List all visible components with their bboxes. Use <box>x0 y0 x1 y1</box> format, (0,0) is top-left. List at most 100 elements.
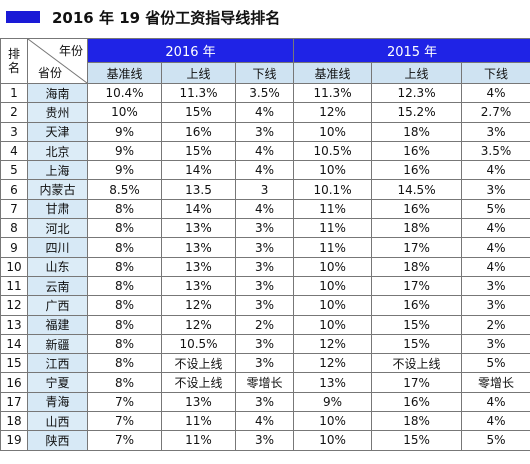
lower-2015-cell: 4% <box>461 256 530 277</box>
rank-cell: 16 <box>0 372 28 393</box>
upper-2015-cell: 15.2% <box>371 102 463 123</box>
province-cell: 山东 <box>27 256 88 277</box>
table-row: 2 贵州 10% 15% 4% 12% 15.2% 2.7% <box>0 102 530 123</box>
table-row: 6 内蒙古 8.5% 13.5 3 10.1% 14.5% 3% <box>0 179 530 200</box>
upper-2015-cell: 17% <box>371 237 463 258</box>
baseline-2016-cell: 8% <box>87 372 162 393</box>
lower-2015-cell: 5% <box>461 353 530 374</box>
baseline-2016-cell: 8% <box>87 275 162 297</box>
lower-2015-cell: 3% <box>461 121 530 142</box>
province-cell: 北京 <box>27 140 88 162</box>
baseline-2016-cell: 8% <box>87 237 162 258</box>
province-cell: 甘肃 <box>27 198 88 220</box>
upper-2015-cell: 15% <box>371 314 463 335</box>
table-row: 16 宁夏 8% 不设上线 零增长 13% 17% 零增长 <box>0 372 530 393</box>
lower-2016-cell: 3% <box>234 256 295 277</box>
upper-2016-cell: 15% <box>161 102 236 123</box>
lower-2015-cell: 2.7% <box>461 102 530 123</box>
rank-cell: 5 <box>0 160 28 181</box>
province-cell: 天津 <box>27 121 88 142</box>
table-row: 8 河北 8% 13% 3% 11% 18% 4% <box>0 218 530 239</box>
table-row: 3 天津 9% 16% 3% 10% 18% 3% <box>0 121 530 142</box>
rank-cell: 7 <box>0 198 28 220</box>
col-upper-2015: 上线 <box>371 62 463 84</box>
table-row: 1 海南 10.4% 11.3% 3.5% 11.3% 12.3% 4% <box>0 82 530 104</box>
upper-2016-cell: 14% <box>161 160 236 181</box>
upper-2016-cell: 11% <box>161 411 236 432</box>
upper-2015-cell: 16% <box>371 160 463 181</box>
rank-cell: 19 <box>0 430 28 451</box>
baseline-2016-cell: 8% <box>87 353 162 374</box>
table-row: 12 广西 8% 12% 3% 10% 16% 3% <box>0 295 530 316</box>
corner-province-label: 省份 <box>38 66 63 80</box>
baseline-2015-cell: 11% <box>293 198 373 220</box>
baseline-2016-cell: 9% <box>87 160 162 181</box>
baseline-2016-cell: 8% <box>87 218 162 239</box>
baseline-2016-cell: 9% <box>87 121 162 142</box>
upper-2015-cell: 16% <box>371 295 463 316</box>
rank-cell: 15 <box>0 353 28 374</box>
upper-2015-cell: 16% <box>371 391 463 413</box>
lower-2015-cell: 5% <box>461 430 530 451</box>
baseline-2016-cell: 7% <box>87 430 162 451</box>
table-row: 5 上海 9% 14% 4% 10% 16% 4% <box>0 160 530 181</box>
lower-2016-cell: 3 <box>234 179 295 200</box>
baseline-2016-cell: 7% <box>87 411 162 432</box>
lower-2016-cell: 4% <box>234 102 295 123</box>
upper-2016-cell: 15% <box>161 140 236 162</box>
lower-2015-cell: 3% <box>461 275 530 297</box>
baseline-2015-cell: 11% <box>293 218 373 239</box>
upper-2016-cell: 13% <box>161 218 236 239</box>
rank-cell: 6 <box>0 179 28 200</box>
baseline-2015-cell: 10% <box>293 430 373 451</box>
col-baseline-2015: 基准线 <box>293 62 373 84</box>
lower-2016-cell: 4% <box>234 140 295 162</box>
upper-2016-cell: 13% <box>161 391 236 413</box>
province-cell: 河北 <box>27 218 88 239</box>
corner-header: 年份 省份 <box>27 38 88 84</box>
table-body: 1 海南 10.4% 11.3% 3.5% 11.3% 12.3% 4% 2 贵州 10% 15% 4%… <box>0 82 530 451</box>
rank-cell: 9 <box>0 237 28 258</box>
lower-2016-cell: 3% <box>234 353 295 374</box>
baseline-2016-cell: 7% <box>87 391 162 413</box>
lower-2015-cell: 4% <box>461 218 530 239</box>
rank-cell: 10 <box>0 256 28 277</box>
baseline-2015-cell: 11.3% <box>293 82 373 104</box>
col-upper-2016: 上线 <box>161 62 236 84</box>
baseline-2016-cell: 10% <box>87 102 162 123</box>
table-row: 13 福建 8% 12% 2% 10% 15% 2% <box>0 314 530 335</box>
upper-2015-cell: 17% <box>371 275 463 297</box>
col-lower-2015: 下线 <box>461 62 530 84</box>
title-marker <box>6 11 40 23</box>
corner-year-label: 年份 <box>58 44 83 58</box>
lower-2016-cell: 4% <box>234 411 295 432</box>
rank-cell: 2 <box>0 102 28 123</box>
lower-2015-cell: 3.5% <box>461 140 530 162</box>
year-2016-header: 2016 年 <box>86 38 295 63</box>
baseline-2016-cell: 10.4% <box>87 82 162 104</box>
table-row: 9 四川 8% 13% 3% 11% 17% 4% <box>0 237 530 258</box>
province-cell: 新疆 <box>27 333 88 355</box>
table-row: 11 云南 8% 13% 3% 10% 17% 3% <box>0 275 530 297</box>
upper-2015-cell: 18% <box>371 121 463 142</box>
table-row: 4 北京 9% 15% 4% 10.5% 16% 3.5% <box>0 140 530 162</box>
lower-2016-cell: 3% <box>234 237 295 258</box>
province-cell: 上海 <box>27 160 88 181</box>
rank-cell: 4 <box>0 140 28 162</box>
upper-2016-cell: 12% <box>161 314 236 335</box>
lower-2015-cell: 4% <box>461 237 530 258</box>
province-cell: 青海 <box>27 391 88 413</box>
rank-cell: 1 <box>0 82 28 104</box>
lower-2015-cell: 4% <box>461 391 530 413</box>
baseline-2015-cell: 10% <box>293 275 373 297</box>
upper-2015-cell: 15% <box>371 430 463 451</box>
upper-2015-cell: 14.5% <box>371 179 463 200</box>
upper-2016-cell: 14% <box>161 198 236 220</box>
upper-2015-cell: 18% <box>371 218 463 239</box>
upper-2016-cell: 12% <box>161 295 236 316</box>
province-cell: 云南 <box>27 275 88 297</box>
baseline-2015-cell: 10.5% <box>293 140 373 162</box>
upper-2016-cell: 13% <box>161 237 236 258</box>
lower-2016-cell: 2% <box>234 314 295 335</box>
table-row: 19 陕西 7% 11% 3% 10% 15% 5% <box>0 430 530 451</box>
